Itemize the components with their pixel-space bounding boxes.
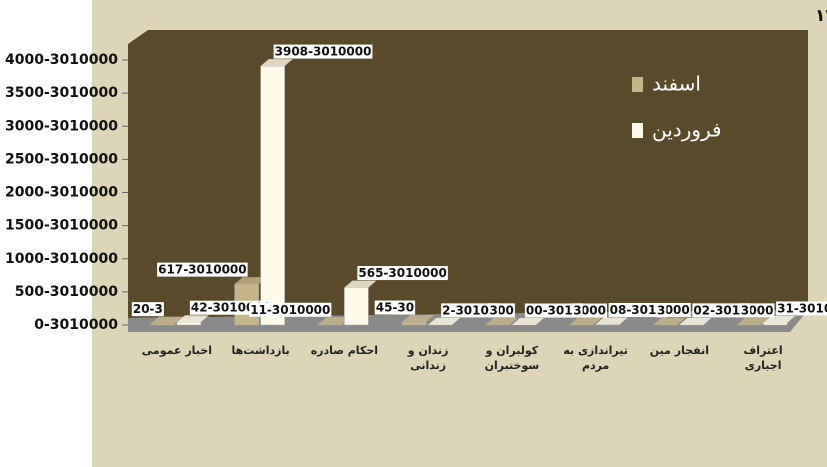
y-tick-label: 2500-3010000 bbox=[5, 151, 118, 167]
data-label-box bbox=[131, 302, 164, 317]
data-label-box bbox=[776, 301, 827, 316]
x-tick-label: اخبار عمومی bbox=[141, 344, 212, 357]
bar-top bbox=[318, 317, 351, 325]
data-label: 565-3010000 bbox=[358, 266, 446, 280]
data-label: 02-3010000 bbox=[693, 303, 773, 317]
bar-top bbox=[737, 317, 770, 325]
bar-top bbox=[569, 317, 602, 325]
bar-top bbox=[485, 317, 518, 325]
data-label: 00-3010000 bbox=[526, 304, 606, 318]
bar-top bbox=[176, 315, 209, 323]
bar bbox=[344, 287, 369, 326]
data-label: 3 bbox=[657, 303, 665, 317]
data-label-box bbox=[249, 302, 332, 317]
bar-top bbox=[595, 317, 628, 325]
y-tick-label: 1000-3010000 bbox=[5, 251, 118, 267]
bar-top bbox=[402, 315, 435, 323]
bar bbox=[762, 322, 788, 326]
x-tick-label: بازداشت‌ها bbox=[231, 344, 290, 357]
bar-top bbox=[150, 316, 183, 324]
data-label-box bbox=[488, 303, 499, 318]
data-label-box bbox=[692, 303, 775, 318]
data-label: 617-3010000 bbox=[158, 263, 246, 277]
bar-top bbox=[260, 59, 293, 67]
y-tick-label: 0-3010000 bbox=[34, 317, 118, 333]
x-tick-label: تیراندازی به مردم bbox=[563, 344, 628, 372]
bar-top bbox=[679, 317, 712, 325]
x-tick-label: زندان و زندانی bbox=[407, 344, 449, 372]
bar bbox=[595, 324, 620, 326]
legend-swatch bbox=[632, 123, 643, 138]
data-label: 2-3010000 bbox=[442, 303, 514, 317]
data-label-box bbox=[157, 262, 248, 277]
data-label: 20-3 bbox=[133, 302, 163, 316]
data-label-box bbox=[572, 303, 583, 318]
y-tick-label: 2000-3010000 bbox=[5, 185, 118, 201]
y-tick-label: 1500-3010000 bbox=[5, 218, 118, 234]
data-label: 31-3010000 bbox=[777, 301, 827, 315]
data-label: 08-3010000 bbox=[610, 303, 690, 317]
legend-swatch bbox=[632, 77, 643, 92]
data-label: 3 bbox=[741, 303, 749, 317]
bar-top bbox=[344, 280, 377, 288]
x-tick-label: انفجار مین bbox=[649, 344, 709, 357]
bar-top bbox=[763, 315, 796, 323]
chart-title: نمودار آماری نقض حقوق اقوام و ملل ایرانی… bbox=[815, 4, 827, 26]
x-tick-label: اعتراف اجباری bbox=[743, 344, 783, 372]
data-label: 3908-3010000 bbox=[275, 45, 372, 59]
x-tick-label: کولبران و سوختبران bbox=[484, 344, 540, 372]
bar-top bbox=[653, 317, 686, 325]
data-label-box bbox=[273, 44, 373, 59]
y-tick-label: 4000-3010000 bbox=[5, 52, 118, 68]
legend-label: اسفند bbox=[652, 72, 701, 96]
bar bbox=[401, 321, 427, 326]
bar bbox=[260, 65, 285, 326]
x-tick-label: احکام صادره bbox=[310, 344, 379, 357]
data-label: 3 bbox=[573, 303, 581, 317]
bar bbox=[150, 323, 176, 326]
data-label-box bbox=[357, 266, 448, 281]
bar bbox=[318, 324, 343, 326]
y-tick-label: 500-3010000 bbox=[15, 284, 118, 300]
bar-top bbox=[511, 318, 544, 325]
data-label-box bbox=[656, 303, 667, 318]
data-label-box bbox=[374, 300, 416, 315]
bar-top bbox=[428, 317, 461, 325]
data-label-box bbox=[608, 302, 691, 317]
data-label-box bbox=[739, 303, 751, 318]
data-label-box bbox=[524, 303, 608, 318]
data-label: 3 bbox=[490, 303, 498, 317]
legend-label: فروردین bbox=[652, 118, 722, 142]
data-label: 45-30 bbox=[376, 301, 414, 315]
y-tick-label: 3000-3010000 bbox=[5, 118, 118, 134]
bar bbox=[176, 321, 202, 326]
bar-top bbox=[234, 277, 267, 285]
y-tick-label: 3500-3010000 bbox=[5, 85, 118, 101]
plot-wall bbox=[128, 30, 808, 318]
data-label: 11-3010000 bbox=[250, 303, 330, 317]
